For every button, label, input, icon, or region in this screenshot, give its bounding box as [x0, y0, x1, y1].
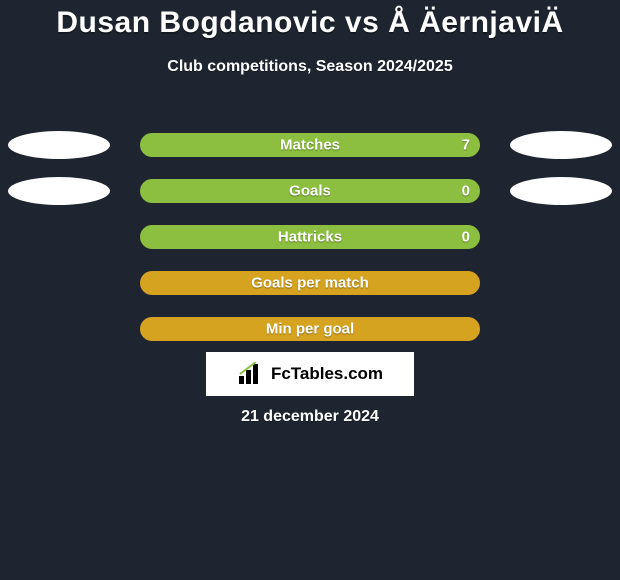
- stat-label: Hattricks: [140, 229, 480, 246]
- stat-label: Goals per match: [140, 275, 480, 292]
- comparison-infographic: Dusan Bogdanovic vs Å ÄernjaviÄ Club com…: [0, 0, 620, 580]
- stat-row: Goals0: [0, 168, 620, 214]
- stat-bar: Goals0: [140, 179, 480, 203]
- stat-bar: Min per goal: [140, 317, 480, 341]
- fctables-logo: FcTables.com: [206, 352, 414, 396]
- stat-label: Matches: [140, 137, 480, 154]
- stat-row: Matches7: [0, 122, 620, 168]
- stat-bar: Hattricks0: [140, 225, 480, 249]
- stat-label: Min per goal: [140, 321, 480, 338]
- player-oval-right: [510, 177, 612, 205]
- stat-row: Min per goal: [0, 306, 620, 352]
- stat-rows: Matches7Goals0Hattricks0Goals per matchM…: [0, 122, 620, 352]
- bar-chart-icon: [237, 362, 265, 386]
- stat-row: Hattricks0: [0, 214, 620, 260]
- page-title: Dusan Bogdanovic vs Å ÄernjaviÄ: [0, 0, 620, 40]
- stat-bar: Matches7: [140, 133, 480, 157]
- stat-bar: Goals per match: [140, 271, 480, 295]
- logo-text: FcTables.com: [271, 364, 383, 384]
- stat-value: 0: [462, 229, 470, 246]
- stat-value: 7: [462, 137, 470, 154]
- stat-label: Goals: [140, 183, 480, 200]
- player-oval-right: [510, 131, 612, 159]
- stat-row: Goals per match: [0, 260, 620, 306]
- subtitle: Club competitions, Season 2024/2025: [0, 58, 620, 76]
- stat-value: 0: [462, 183, 470, 200]
- player-oval-left: [8, 131, 110, 159]
- player-oval-left: [8, 177, 110, 205]
- date-label: 21 december 2024: [0, 408, 620, 426]
